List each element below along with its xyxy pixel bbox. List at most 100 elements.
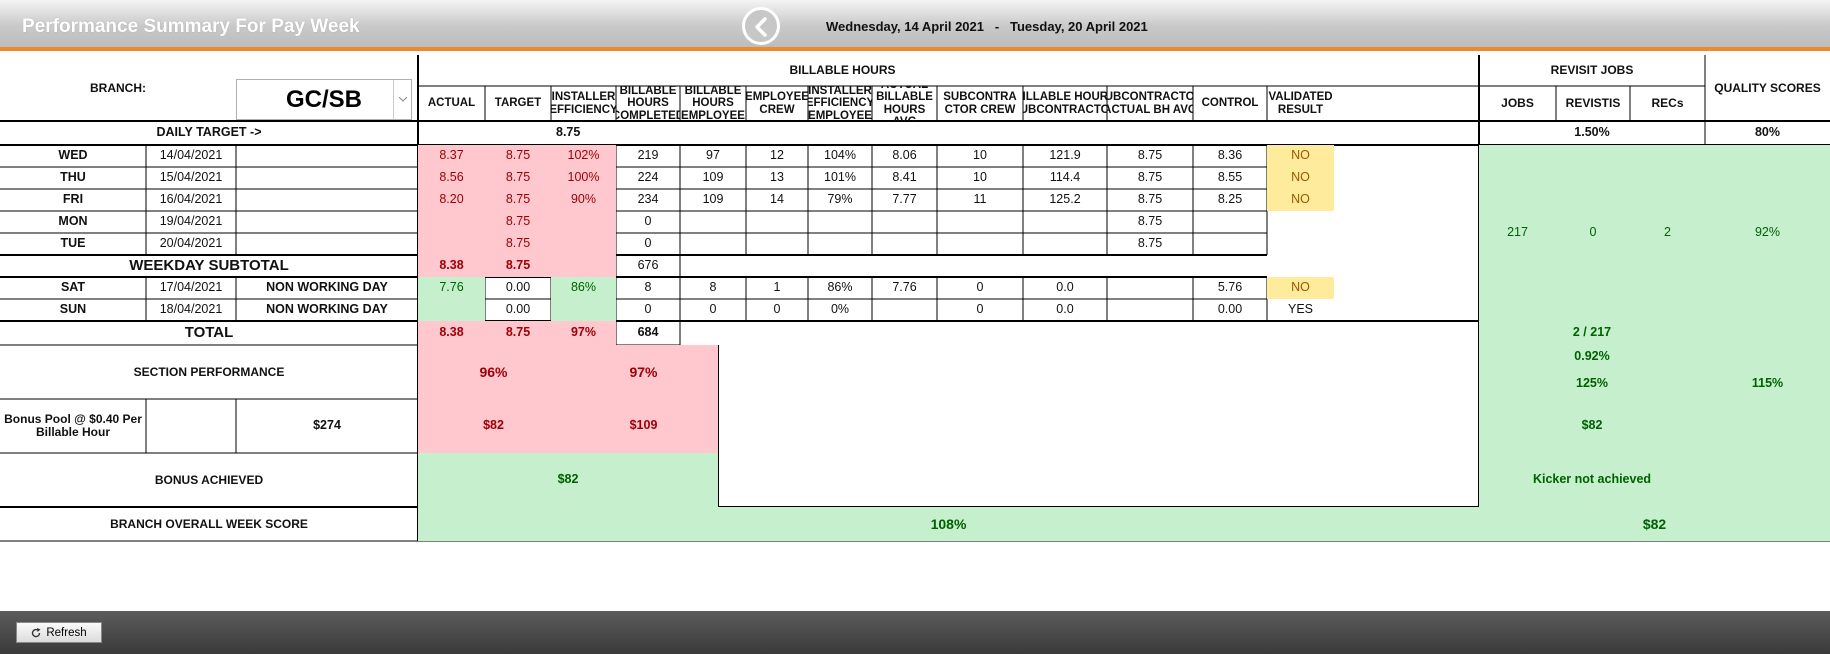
table-cell xyxy=(551,299,616,321)
header-bar: Performance Summary For Pay Week Wednesd… xyxy=(0,0,1830,51)
table-cell: 8.75 xyxy=(1137,170,1163,185)
table-cell: 8.75 xyxy=(485,211,551,233)
bonus-pool-label: Bonus Pool @ $0.40 Per Billable Hour xyxy=(4,412,142,439)
section-performance-label: SECTION PERFORMANCE xyxy=(133,364,285,379)
table-cell xyxy=(1193,211,1267,233)
subtotal-target: 8.75 xyxy=(485,255,551,277)
table-cell: 10 xyxy=(973,170,987,185)
table-cell xyxy=(746,211,808,233)
bonus-achieved-label: BONUS ACHIEVED xyxy=(154,472,264,487)
table-cell: 8.75 xyxy=(485,233,551,255)
column-header: INSTALLER EFFICIENCY xyxy=(551,91,616,116)
table-cell: 8.75 xyxy=(1137,214,1163,229)
table-cell xyxy=(418,233,485,255)
table-cell: 0 xyxy=(976,302,984,317)
table-cell xyxy=(418,299,485,321)
revisit-column-header: REVISTIS xyxy=(1565,96,1621,111)
branch-select[interactable]: GC/SB xyxy=(236,79,412,120)
bonus-pool-left: $82 xyxy=(418,399,569,453)
table-cell: 104% xyxy=(824,148,856,163)
subtotal-completed: 676 xyxy=(637,258,659,273)
table-cell: 121.9 xyxy=(1049,148,1081,163)
table-cell: 8.41 xyxy=(892,170,917,185)
quality-scores-header: QUALITY SCORES xyxy=(1714,80,1821,95)
column-header: CONTROL xyxy=(1201,97,1259,110)
table-cell: 8 xyxy=(709,280,717,295)
column-header: SUBCONTRA CTOR CREW xyxy=(943,91,1017,116)
page-title: Performance Summary For Pay Week xyxy=(22,16,360,37)
day-date: 16/04/2021 xyxy=(159,192,223,207)
table-cell: 8.36 xyxy=(1217,148,1243,163)
day-date: 18/04/2021 xyxy=(159,302,223,317)
back-button[interactable] xyxy=(742,7,780,45)
total-label: TOTAL xyxy=(184,324,234,342)
table-cell xyxy=(1023,211,1107,233)
table-cell: 7.76 xyxy=(892,280,917,295)
branch-label: BRANCH: xyxy=(90,80,146,95)
table-cell: 114.4 xyxy=(1049,170,1081,185)
table-cell xyxy=(872,299,937,321)
total-revisit: 2 / 217 xyxy=(1479,321,1705,345)
total-efficiency: 97% xyxy=(551,321,616,345)
footer-bar: Refresh xyxy=(0,611,1830,654)
table-cell: 14 xyxy=(770,192,784,207)
table-cell xyxy=(1267,233,1334,255)
table-cell: 8.75 xyxy=(485,145,551,167)
billable-hours-header: BILLABLE HOURS xyxy=(789,63,896,78)
summary-table: GC/SB BRANCH: BILLABLE HOURS ACTUAL TARGET I… xyxy=(0,55,1830,611)
day-note xyxy=(236,145,418,167)
grid-lines xyxy=(0,55,1830,542)
table-cell xyxy=(551,211,616,233)
table-cell: 219 xyxy=(637,148,659,163)
table-cell: 1 xyxy=(773,280,781,295)
table-cell: 0.0 xyxy=(1056,280,1074,295)
table-cell: NO xyxy=(1267,189,1334,211)
section-performance-quality: 115% xyxy=(1705,368,1830,399)
table-cell: 0.0 xyxy=(1056,302,1074,317)
refresh-label: Refresh xyxy=(46,626,87,639)
overall-score-value: 108% xyxy=(418,507,1479,541)
table-cell: 0 xyxy=(976,280,984,295)
day-note xyxy=(236,233,418,255)
table-cell: 125.2 xyxy=(1049,192,1081,207)
table-cell: 0 xyxy=(709,302,717,317)
table-cell: 100% xyxy=(551,167,616,189)
table-cell xyxy=(937,233,1023,255)
bonus-pool-amount: $274 xyxy=(313,418,341,433)
table-cell xyxy=(872,211,937,233)
day-date: 19/04/2021 xyxy=(159,214,223,229)
day-label: FRI xyxy=(62,192,84,207)
table-cell xyxy=(746,233,808,255)
day-note: NON WORKING DAY xyxy=(266,302,388,317)
table-cell: 8 xyxy=(644,280,652,295)
table-cell xyxy=(1267,211,1334,233)
table-cell: 86% xyxy=(551,277,616,299)
day-label: SUN xyxy=(59,302,87,317)
table-cell: NO xyxy=(1267,145,1334,167)
day-note xyxy=(236,189,418,211)
day-date: 15/04/2021 xyxy=(159,170,223,185)
bonus-pool-quality-blank xyxy=(1705,399,1830,453)
revisit-jobs-header: REVISIT JOBS xyxy=(1550,63,1634,78)
table-cell: 0% xyxy=(830,302,850,317)
table-cell xyxy=(1193,233,1267,255)
quality-score-value: 92% xyxy=(1705,145,1830,321)
day-label: WED xyxy=(58,148,88,163)
table-cell: 0 xyxy=(644,236,652,251)
bonus-pool-right: $109 xyxy=(569,399,718,453)
table-cell: 8.56 xyxy=(418,167,485,189)
table-cell: 8.75 xyxy=(1137,148,1163,163)
table-cell: 0.00 xyxy=(505,280,531,295)
table-cell xyxy=(808,233,872,255)
revisit-target: 1.50% xyxy=(1574,125,1610,140)
chevron-down-icon xyxy=(393,80,411,119)
table-cell: 8.75 xyxy=(485,189,551,211)
table-cell: 12 xyxy=(770,148,784,163)
revisit-column-header: RECs xyxy=(1651,96,1684,111)
day-label: THU xyxy=(60,170,86,185)
refresh-button[interactable]: Refresh xyxy=(16,622,102,643)
table-cell xyxy=(1107,299,1193,321)
table-cell: 7.77 xyxy=(892,192,917,207)
column-header: VALIDATED RESULT xyxy=(1268,91,1333,116)
